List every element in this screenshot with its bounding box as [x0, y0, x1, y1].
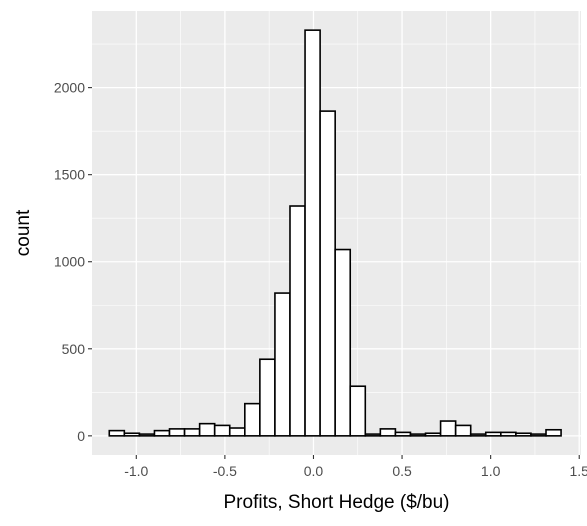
histogram-bar	[349, 385, 367, 437]
histogram-bar	[484, 431, 502, 437]
histogram-bar	[515, 432, 532, 437]
histogram-bar	[469, 433, 487, 437]
x-tick-label: 0.5	[392, 463, 412, 479]
major-gridlines	[92, 11, 581, 455]
y-tick-label: 1000	[54, 254, 85, 270]
histogram-bar	[454, 424, 472, 437]
y-tick-label: 500	[62, 341, 86, 357]
histogram-bar	[545, 428, 562, 437]
histogram-bar	[439, 420, 457, 437]
x-axis-ticks: -1.0 -0.5 0.0 0.5 1.0 1.5	[124, 455, 587, 479]
histogram-bar	[259, 358, 276, 437]
histogram-bar	[213, 424, 231, 437]
x-tick-label: -1.0	[124, 463, 148, 479]
y-axis-ticks: 0 500 1000 1500 2000	[54, 80, 92, 444]
x-tick-label: 1.5	[569, 463, 587, 479]
histogram-bar	[183, 428, 201, 437]
histogram-bar	[334, 248, 352, 437]
histogram-bar	[409, 433, 427, 437]
histogram-bar	[138, 433, 156, 437]
histogram-bar	[379, 428, 397, 437]
y-tick-label: 2000	[54, 80, 85, 96]
histogram-bar	[364, 433, 382, 437]
histogram-bars	[108, 29, 562, 437]
histogram-bar	[500, 431, 517, 437]
histogram-bar	[289, 205, 306, 437]
histogram-bar	[530, 433, 547, 437]
x-tick-label: 1.0	[481, 463, 501, 479]
histogram-bar	[394, 431, 412, 437]
y-tick-label: 1500	[54, 167, 85, 183]
histogram-bar	[424, 432, 442, 437]
histogram-bar	[168, 428, 186, 437]
x-tick-label: -0.5	[213, 463, 237, 479]
y-axis-title: count	[13, 209, 34, 256]
x-tick-label: 0.0	[304, 463, 324, 479]
histogram-bar	[274, 292, 291, 437]
histogram-bar	[228, 427, 246, 437]
histogram-bar	[108, 429, 126, 437]
histogram-bar	[244, 402, 261, 437]
x-axis-title: Profits, Short Hedge ($/bu)	[224, 492, 450, 513]
histogram-bar	[153, 429, 171, 437]
y-tick-label: 0	[77, 428, 85, 444]
histogram-bar	[304, 29, 321, 437]
histogram-bar	[198, 422, 216, 437]
histogram-bar	[319, 110, 336, 437]
histogram-bar	[123, 432, 141, 437]
